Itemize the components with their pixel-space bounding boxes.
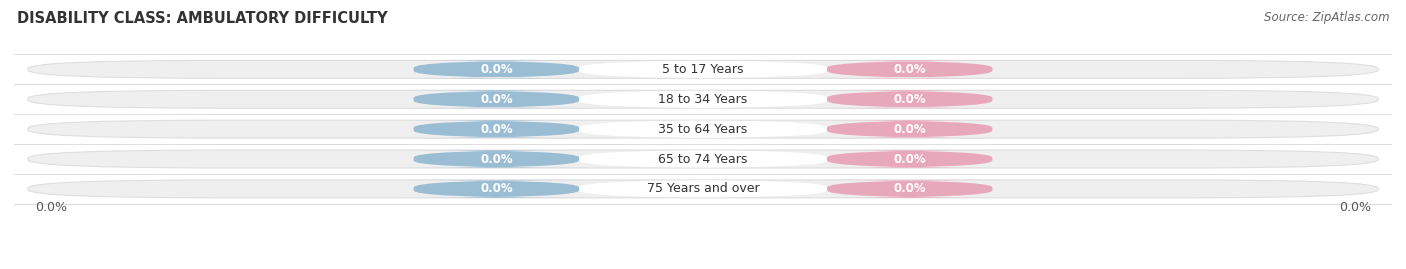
FancyBboxPatch shape — [28, 120, 1378, 138]
FancyBboxPatch shape — [820, 120, 1000, 138]
Text: 0.0%: 0.0% — [35, 201, 66, 214]
FancyBboxPatch shape — [28, 180, 1378, 198]
FancyBboxPatch shape — [406, 60, 586, 78]
Text: DISABILITY CLASS: AMBULATORY DIFFICULTY: DISABILITY CLASS: AMBULATORY DIFFICULTY — [17, 11, 388, 26]
Text: 0.0%: 0.0% — [893, 153, 927, 165]
FancyBboxPatch shape — [579, 90, 827, 108]
Text: 0.0%: 0.0% — [479, 123, 513, 136]
Text: Source: ZipAtlas.com: Source: ZipAtlas.com — [1264, 11, 1389, 24]
FancyBboxPatch shape — [820, 90, 1000, 108]
Text: 0.0%: 0.0% — [479, 63, 513, 76]
FancyBboxPatch shape — [28, 60, 1378, 78]
Text: 0.0%: 0.0% — [893, 123, 927, 136]
FancyBboxPatch shape — [820, 180, 1000, 198]
Text: 5 to 17 Years: 5 to 17 Years — [662, 63, 744, 76]
Text: 65 to 74 Years: 65 to 74 Years — [658, 153, 748, 165]
FancyBboxPatch shape — [406, 120, 586, 138]
Text: 18 to 34 Years: 18 to 34 Years — [658, 93, 748, 106]
Text: 0.0%: 0.0% — [479, 93, 513, 106]
FancyBboxPatch shape — [579, 60, 827, 78]
FancyBboxPatch shape — [28, 90, 1378, 108]
FancyBboxPatch shape — [406, 150, 586, 168]
Text: 0.0%: 0.0% — [479, 153, 513, 165]
Text: 0.0%: 0.0% — [1340, 201, 1371, 214]
Text: 75 Years and over: 75 Years and over — [647, 182, 759, 195]
Text: 35 to 64 Years: 35 to 64 Years — [658, 123, 748, 136]
FancyBboxPatch shape — [820, 60, 1000, 78]
FancyBboxPatch shape — [579, 150, 827, 168]
Text: 0.0%: 0.0% — [893, 63, 927, 76]
FancyBboxPatch shape — [579, 120, 827, 138]
FancyBboxPatch shape — [28, 150, 1378, 168]
Text: 0.0%: 0.0% — [479, 182, 513, 195]
Text: 0.0%: 0.0% — [893, 93, 927, 106]
FancyBboxPatch shape — [406, 180, 586, 198]
FancyBboxPatch shape — [820, 150, 1000, 168]
Text: 0.0%: 0.0% — [893, 182, 927, 195]
FancyBboxPatch shape — [579, 180, 827, 198]
FancyBboxPatch shape — [406, 90, 586, 108]
